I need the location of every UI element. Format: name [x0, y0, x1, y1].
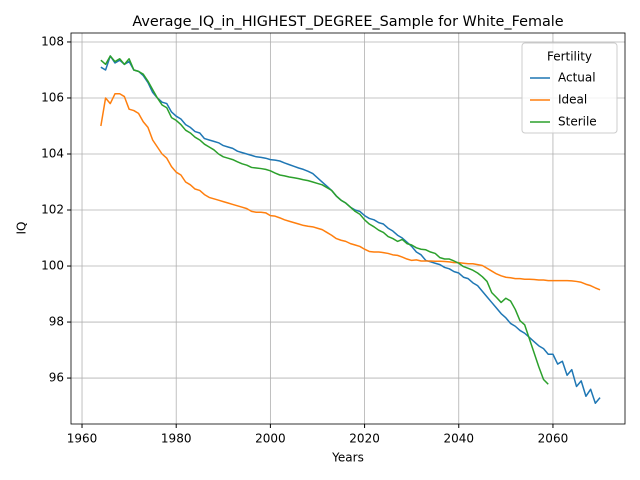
y-tick-label: 98	[49, 315, 64, 329]
x-tick-label: 2000	[255, 432, 286, 446]
y-tick-label: 104	[41, 146, 64, 160]
y-tick-label: 108	[41, 34, 64, 48]
x-tick-label: 2020	[349, 432, 380, 446]
x-tick-label: 1960	[67, 432, 98, 446]
plot-frame	[70, 32, 626, 425]
x-tick-label: 1980	[161, 432, 192, 446]
x-axis-label: Years	[331, 451, 364, 465]
legend-label: Sterile	[558, 115, 597, 129]
y-tick-label: 106	[41, 90, 64, 104]
y-tick-label: 102	[41, 203, 64, 217]
legend-box	[521, 42, 618, 134]
x-tick-label: 2040	[443, 432, 474, 446]
y-tick-label: 96	[49, 371, 64, 385]
line-series	[100, 93, 601, 291]
x-tick-label: 2060	[538, 432, 569, 446]
y-tick-label: 100	[41, 259, 64, 273]
chart-title: Average_IQ_in_HIGHEST_DEGREE_Sample for …	[132, 14, 563, 30]
legend-label: Actual	[558, 71, 596, 85]
y-axis-label: IQ	[15, 222, 29, 235]
legend-title: Fertility	[547, 50, 592, 64]
legend-label: Ideal	[558, 93, 587, 107]
line-series	[100, 55, 549, 385]
